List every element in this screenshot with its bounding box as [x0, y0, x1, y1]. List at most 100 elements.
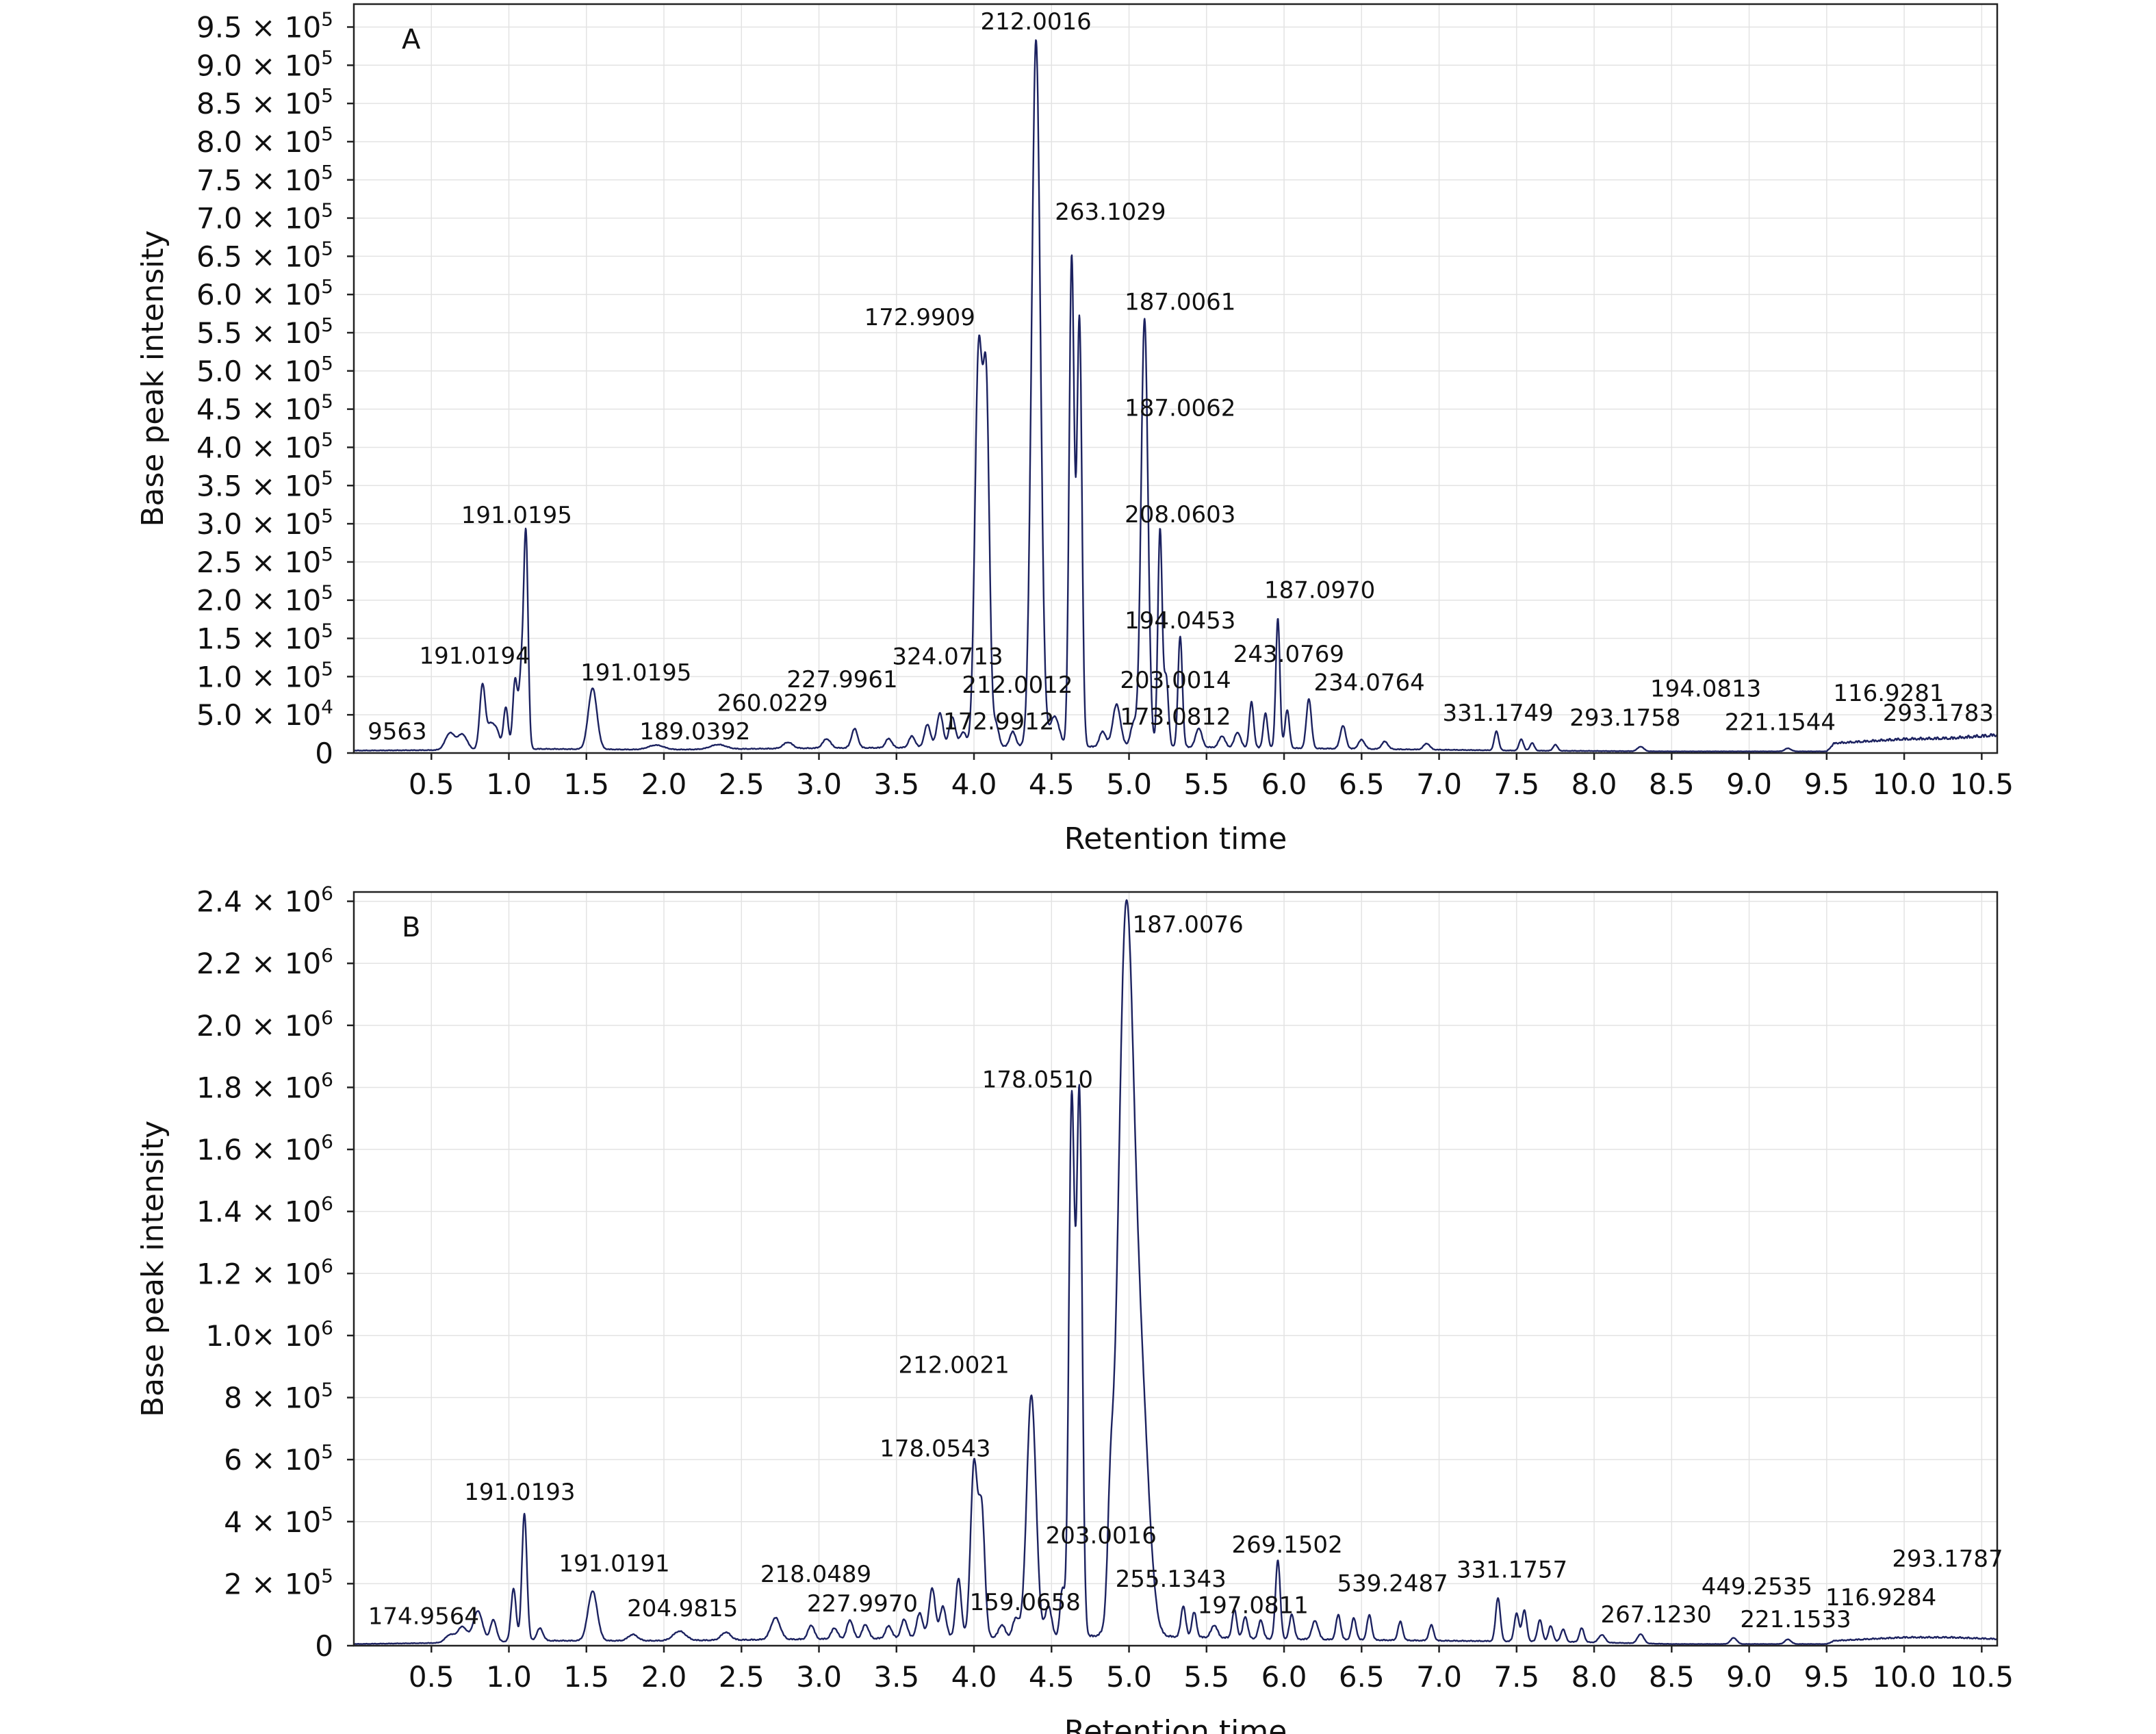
panel-a-peak-label-3: 187.0061: [1125, 289, 1235, 316]
panel-a-letter: A: [402, 24, 421, 55]
panel-b-peak-label-16: 197.0811: [1198, 1592, 1309, 1619]
panel-a-y-tick-label-6: 3.0 × 105: [196, 505, 333, 541]
panel-a-x-tick-label-15: 8.0: [1571, 767, 1617, 801]
panel-b-peak-label-8: 218.0489: [760, 1561, 871, 1588]
panel-a-y-tick-label-12: 6.0 × 105: [196, 275, 333, 311]
panel-b-x-tick-label-18: 9.5: [1804, 1660, 1849, 1694]
panel-a-y-tick-label-5: 2.5 × 105: [196, 543, 333, 579]
panel-a-y-tick-label-2: 1.0 × 105: [196, 657, 333, 693]
panel-a-chromatogram-trace: [353, 39, 1998, 752]
panel-a-peak-label-4: 187.0062: [1125, 395, 1235, 422]
panel-a-peak-label-26: 189.0392: [639, 718, 750, 745]
panel-b-peak-label-10: 331.1757: [1456, 1556, 1567, 1583]
panel-a-y-tick-label-7: 3.5 × 105: [196, 466, 333, 502]
panel-b-peak-label-13: 293.1787: [1892, 1545, 2003, 1572]
panel-a-y-tick-label-1: 5.0 × 104: [196, 696, 333, 732]
panel-a-x-tick-label-10: 5.5: [1183, 767, 1229, 801]
panel-b-y-tick-label-0: 0: [315, 1629, 333, 1663]
panel-a-peak-label-9: 243.0769: [1233, 641, 1344, 668]
panel-a-peak-label-16: 234.0764: [1314, 669, 1425, 696]
panel-a-peak-label-8: 187.0970: [1264, 576, 1375, 604]
panel-b-peak-label-12: 449.2535: [1702, 1573, 1812, 1601]
panel-b-y-axis-title: Base peak intensity: [136, 1121, 170, 1417]
panel-b-peak-label-19: 174.9564: [368, 1603, 479, 1630]
panel-b-x-tick-label-17: 9.0: [1726, 1660, 1772, 1694]
panel-b-peak-label-14: 159.0658: [970, 1589, 1081, 1616]
panel-a-x-tick-label-17: 9.0: [1726, 767, 1772, 801]
panel-a-peak-labels: 212.0016 263.1029 172.9909 187.0061 187.0062…: [368, 8, 1994, 745]
panel-a-y-tick-label-0: 0: [315, 737, 333, 770]
panel-b-peak-label-5: 203.0016: [1046, 1522, 1157, 1549]
panel-b-x-tick-label-10: 5.5: [1183, 1660, 1229, 1694]
panel-b-peak-label-3: 178.0543: [880, 1436, 990, 1463]
panel-a-peak-label-24: 221.1544: [1725, 709, 1836, 737]
panel-a-x-tick-label-4: 2.5: [719, 767, 765, 801]
panel-b-x-tick-label-15: 8.0: [1571, 1660, 1617, 1694]
panel-b-y-tick-label-8: 1.6 × 106: [196, 1130, 333, 1166]
panel-b-x-tick-label-3: 2.0: [641, 1660, 687, 1694]
panel-a-y-tick-label-3: 1.5 × 105: [196, 620, 333, 656]
panel-b-x-tick-label-2: 1.5: [563, 1660, 609, 1694]
panel-a-peak-label-15: 203.0014: [1120, 667, 1231, 694]
panel-b-y-tick-label-5: 1.0× 106: [205, 1316, 333, 1353]
panel-a-x-tick-label-6: 3.5: [873, 767, 919, 801]
panel-a-peak-label-25: 293.1783: [1883, 700, 1994, 727]
panel-a-x-ticks: 0.5 1.0 1.5 2.0 2.5 3.0 3.5 4.0 4.5 5.0 5.5 6.0 6.5 7…: [409, 753, 2014, 801]
panel-b-x-tick-label-7: 4.0: [951, 1660, 997, 1694]
panel-b-y-tick-label-6: 1.2 × 106: [196, 1254, 333, 1290]
panel-b-letter: B: [402, 912, 420, 943]
panel-a-x-tick-label-0: 0.5: [409, 767, 454, 801]
panel-a-y-axis-title: Base peak intensity: [136, 230, 170, 526]
panel-b-x-tick-label-4: 2.5: [719, 1660, 765, 1694]
panel-a-x-tick-label-14: 7.5: [1493, 767, 1539, 801]
panel-b-x-tick-label-8: 4.5: [1029, 1660, 1075, 1694]
panel-b-peak-label-2: 212.0021: [898, 1351, 1009, 1379]
panel-a-peak-label-5: 191.0195: [461, 502, 572, 529]
panel-a-y-tick-label-10: 5.0 × 105: [196, 352, 333, 388]
panel-b-peak-label-9: 255.1343: [1116, 1566, 1227, 1593]
panel-a-y-tick-label-14: 7.0 × 105: [196, 199, 333, 235]
panel-a-peak-label-17: 260.0229: [717, 690, 827, 717]
panel-a-x-tick-label-19: 10.0: [1872, 767, 1936, 801]
panel-b-peak-label-7: 191.0191: [559, 1550, 669, 1577]
panel-b-y-tick-label-10: 2.0 × 106: [196, 1006, 333, 1043]
panel-a-x-tick-label-7: 4.0: [951, 767, 997, 801]
panel-a-peak-label-18: 173.0812: [1120, 704, 1231, 731]
panel-a-peak-label-14: 212.0012: [962, 672, 1073, 699]
panel-b-x-tick-label-1: 1.0: [486, 1660, 532, 1694]
panel-a-y-tick-label-13: 6.5 × 105: [196, 237, 333, 273]
panel-a-x-tick-label-11: 6.0: [1261, 767, 1307, 801]
panel-a-peak-label-13: 227.9961: [786, 666, 897, 693]
panel-b-x-tick-label-6: 3.5: [873, 1660, 919, 1694]
panel-b-x-tick-label-20: 10.5: [1950, 1660, 2014, 1694]
panel-a-peak-label-1: 263.1029: [1055, 199, 1166, 226]
panel-b-x-tick-label-12: 6.5: [1339, 1660, 1385, 1694]
panel-b-peak-label-17: 116.9284: [1825, 1584, 1936, 1611]
panel-b-peak-label-4: 191.0193: [464, 1479, 575, 1506]
panel-a-y-tick-label-4: 2.0 × 105: [196, 581, 333, 617]
panel-b-peak-labels: 187.0076 178.0510 212.0021 178.0543 191.0193…: [368, 911, 2003, 1633]
panel-a-y-tick-label-19: 9.5 × 105: [196, 8, 333, 44]
panel-a-peak-label-22: 194.0813: [1650, 675, 1761, 702]
panel-b-x-ticks: 0.5 1.0 1.5 2.0 2.5 3.0 3.5 4.0 4.5 5.0 5.5 6.0 6.5 7…: [409, 1646, 2014, 1694]
panel-b-peak-label-15: 227.9970: [807, 1590, 918, 1618]
panel-b-x-tick-label-9: 5.0: [1106, 1660, 1152, 1694]
panel-a-x-tick-label-2: 1.5: [563, 767, 609, 801]
panel-a-x-tick-label-1: 1.0: [486, 767, 532, 801]
panel-a-peak-label-19: 172.9912: [943, 708, 1054, 735]
panel-a-peak-label-27: 9563: [368, 718, 427, 745]
panel-b-grid: [354, 892, 1997, 1646]
panel-b-x-tick-label-5: 3.0: [796, 1660, 842, 1694]
panel-a-plot-frame: [352, 3, 1999, 754]
panel-b-x-tick-label-0: 0.5: [409, 1660, 454, 1694]
panel-a-peak-label-12: 191.0195: [580, 659, 691, 687]
panel-a-chart: 0.5 1.0 1.5 2.0 2.5 3.0 3.5 4.0 4.5 5.0 5.5 6.0 6.5 7…: [136, 3, 2014, 856]
panel-b-x-axis-title: Retention time: [1064, 1714, 1287, 1734]
panel-a-x-axis-title: Retention time: [1064, 821, 1287, 856]
panel-a-y-tick-label-8: 4.0 × 105: [196, 428, 333, 464]
panel-b-x-tick-label-13: 7.0: [1416, 1660, 1462, 1694]
panel-b-chromatogram-trace: [353, 899, 1998, 1645]
panel-a-y-tick-label-9: 4.5 × 105: [196, 390, 333, 426]
